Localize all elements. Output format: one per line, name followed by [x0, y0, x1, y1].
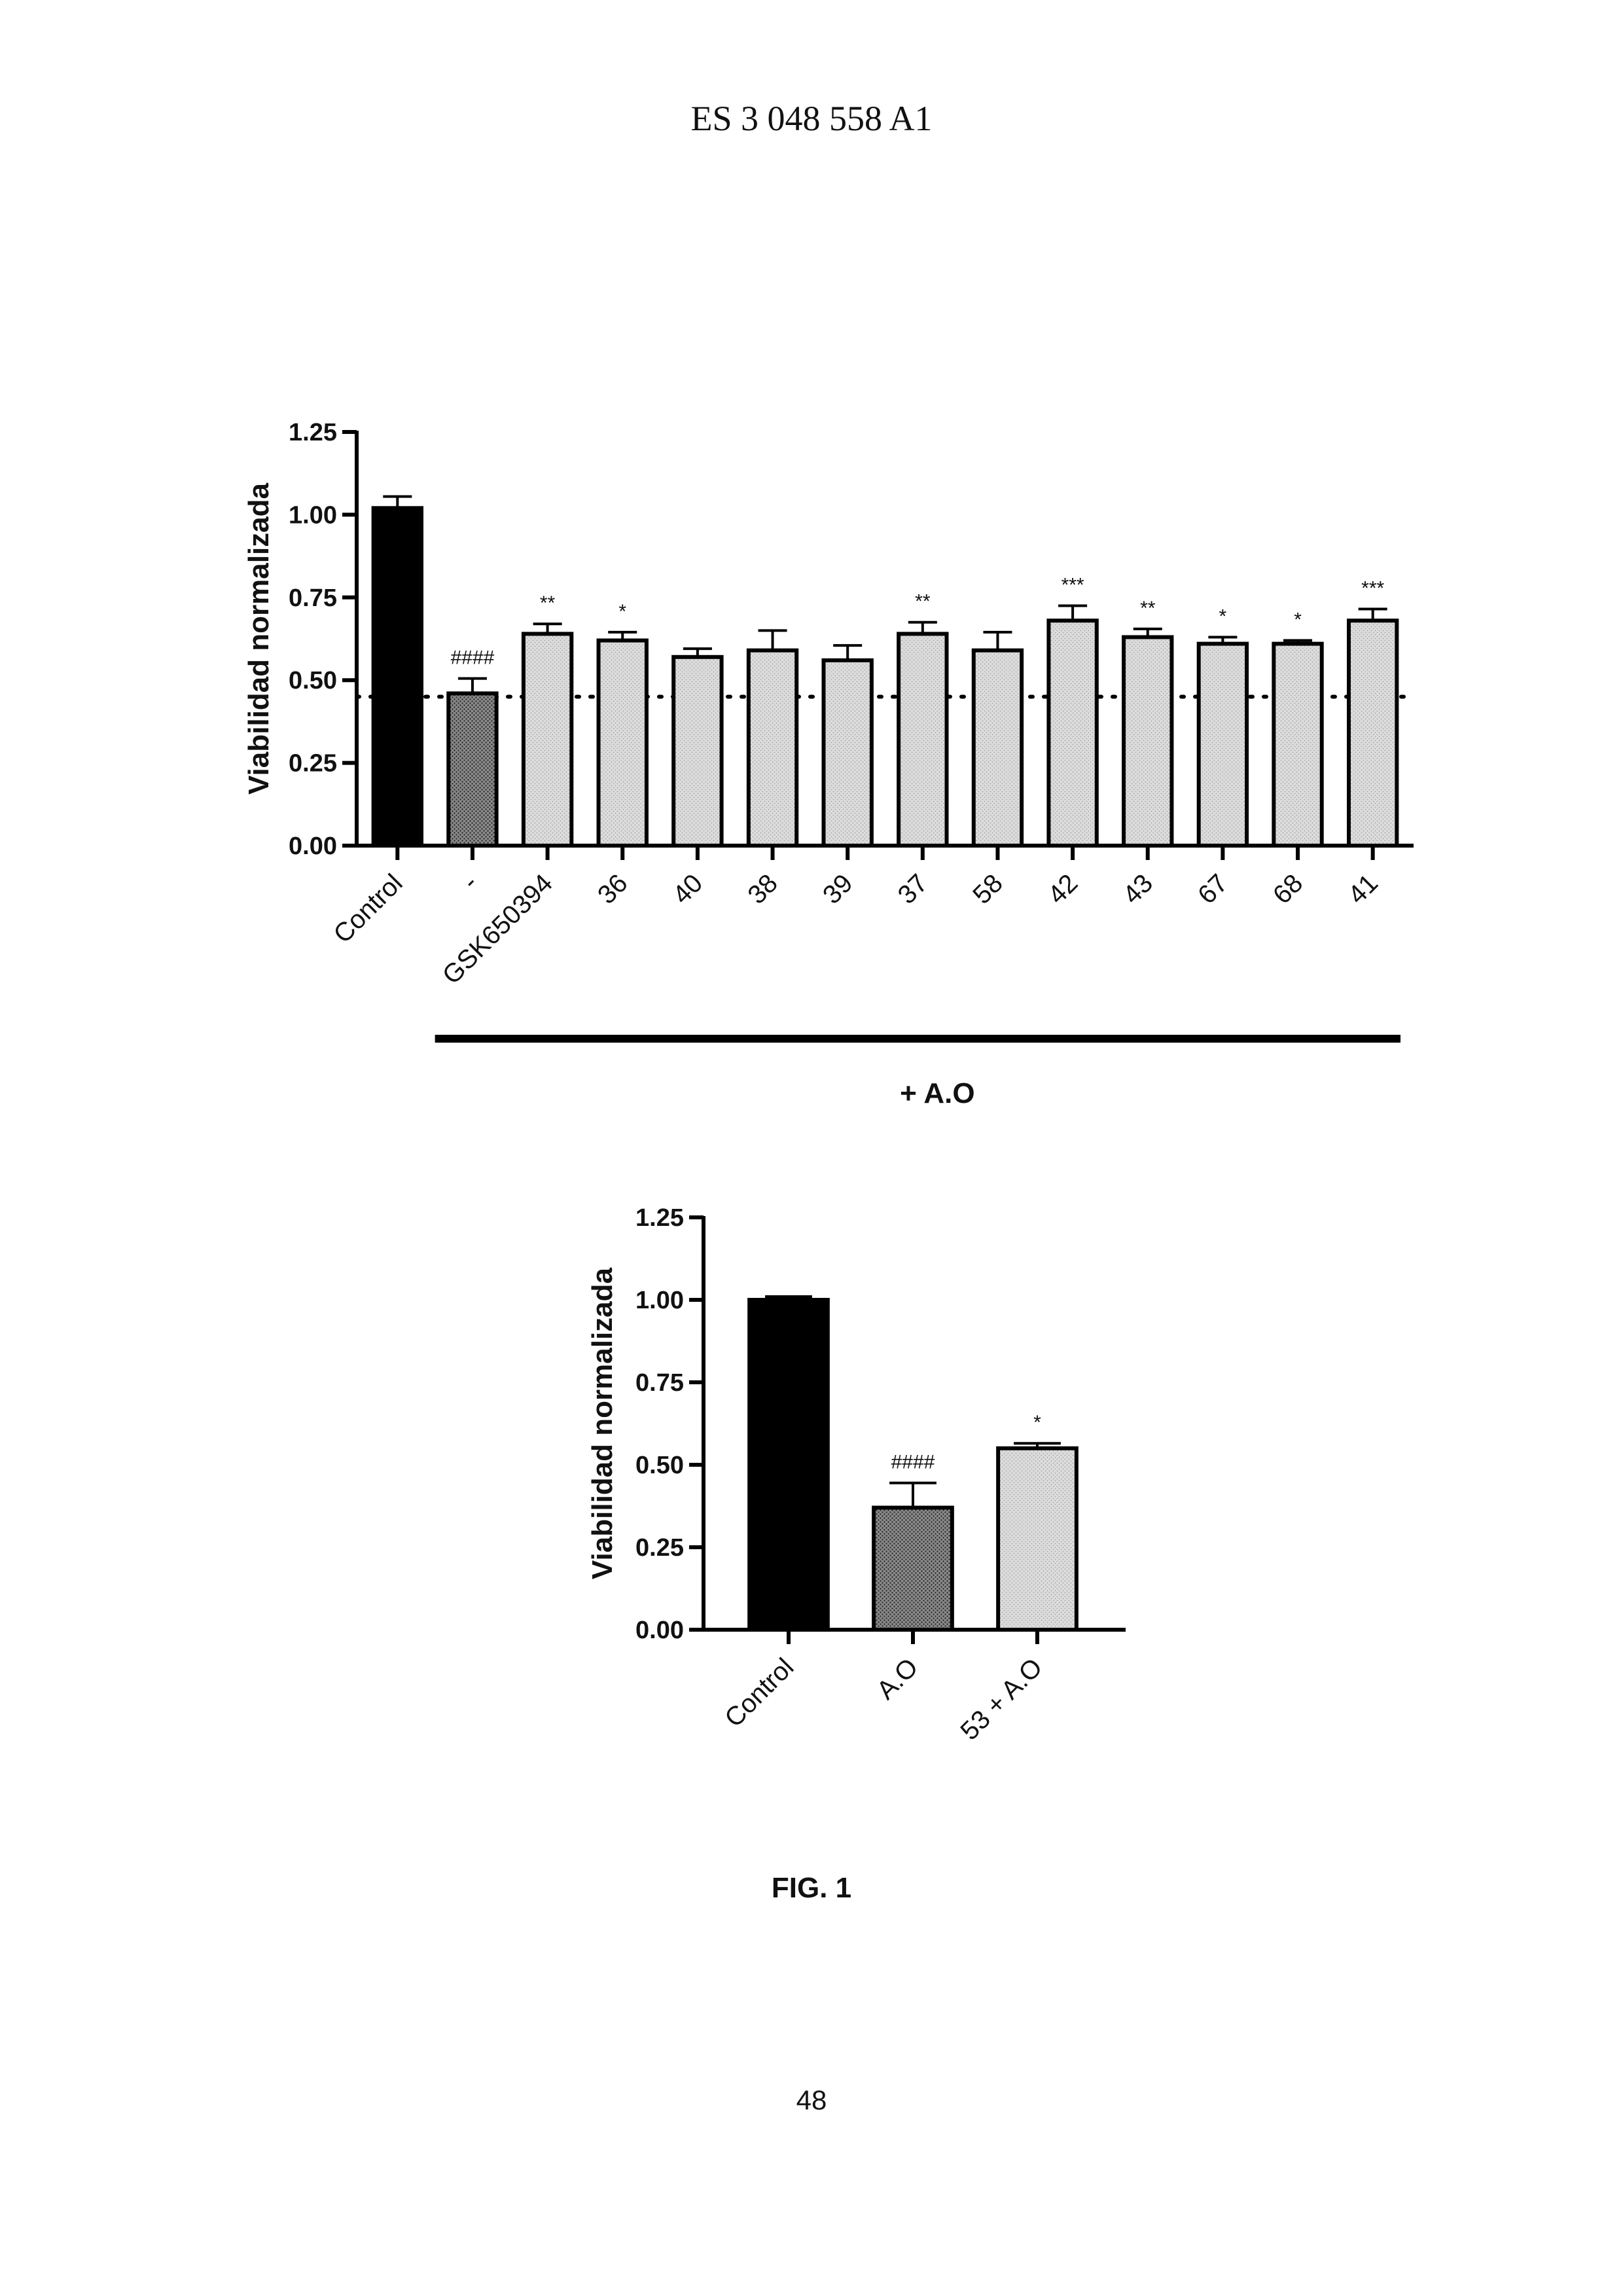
y-tick-label: 0.50 — [289, 667, 337, 694]
bar — [521, 632, 574, 848]
x-category-label: 37 — [893, 869, 934, 910]
chart-viability-53: 0.00 0.25 0.50 0.75 1.00 1.25 Viabilidad norma… — [586, 1204, 1126, 1746]
x-category-label: 39 — [817, 869, 859, 910]
y-tick-label: 0.75 — [289, 584, 337, 612]
significance-label: ** — [915, 591, 931, 613]
x-category-label: GSK650394 — [437, 869, 558, 990]
significance-label: ** — [540, 592, 556, 614]
x-category-label: 58 — [967, 869, 1008, 910]
x-category-label: Control — [719, 1653, 799, 1732]
y-tick-label: 1.25 — [289, 419, 337, 446]
significance-label: * — [1219, 605, 1227, 627]
bar — [446, 691, 499, 848]
significance-label: ** — [1140, 598, 1156, 619]
y-tick-label: 1.25 — [635, 1204, 684, 1232]
x-category-label: 42 — [1043, 869, 1084, 910]
y-tick-label: 0.00 — [289, 833, 337, 860]
bar — [1272, 641, 1324, 848]
x-category-label: 43 — [1118, 869, 1159, 910]
significance-label: *** — [1061, 574, 1084, 596]
y-axis-label: Viabilidad normalizada — [243, 482, 275, 795]
bar — [897, 632, 949, 848]
figure-label: FIG. 1 — [771, 1872, 852, 1904]
significance-label: * — [618, 601, 626, 622]
x-category-label: 38 — [742, 869, 783, 910]
bar — [1346, 619, 1399, 848]
bar — [971, 648, 1024, 848]
significance-label: *** — [1361, 577, 1384, 599]
y-tick-label: 0.50 — [635, 1452, 684, 1479]
significance-label: * — [1294, 609, 1302, 631]
bar — [996, 1446, 1079, 1632]
x-category-label: 40 — [668, 869, 709, 910]
x-category-label: 53 + A.O — [955, 1653, 1048, 1746]
bar — [671, 655, 724, 848]
bar — [371, 506, 424, 848]
y-tick-label: 1.00 — [635, 1287, 684, 1314]
page-header: ES 3 048 558 A1 — [690, 99, 933, 138]
bar — [1046, 619, 1099, 848]
y-tick-label: 0.25 — [289, 750, 337, 778]
significance-label: #### — [891, 1452, 935, 1473]
y-tick-label: 0.25 — [635, 1534, 684, 1562]
x-category-label: Control — [328, 869, 408, 948]
bar — [747, 1298, 830, 1632]
x-category-label: 67 — [1192, 869, 1234, 910]
bar — [746, 648, 799, 848]
bar — [1196, 641, 1249, 848]
bar — [1122, 635, 1174, 848]
x-category-label: 68 — [1268, 869, 1309, 910]
bar — [872, 1505, 954, 1632]
y-axis-label: Viabilidad normalizada — [586, 1267, 618, 1579]
bar — [821, 658, 874, 848]
x-category-label: 41 — [1342, 869, 1383, 910]
x-category-label: A.O — [872, 1653, 924, 1705]
y-tick-label: 0.75 — [635, 1369, 684, 1397]
x-category-label: 36 — [592, 869, 633, 910]
significance-label: #### — [451, 647, 495, 669]
chart-viability-compounds: 0.00 0.25 0.50 0.75 1.00 1.25 Viabilidad norma… — [243, 419, 1416, 1109]
x-category-label: - — [457, 869, 484, 895]
bar — [596, 638, 649, 848]
y-tick-label: 1.00 — [289, 501, 337, 529]
group-label: + A.O — [900, 1077, 975, 1109]
y-tick-label: 0.00 — [635, 1617, 684, 1644]
page-number: 48 — [796, 2085, 827, 2115]
significance-label: * — [1033, 1412, 1041, 1433]
